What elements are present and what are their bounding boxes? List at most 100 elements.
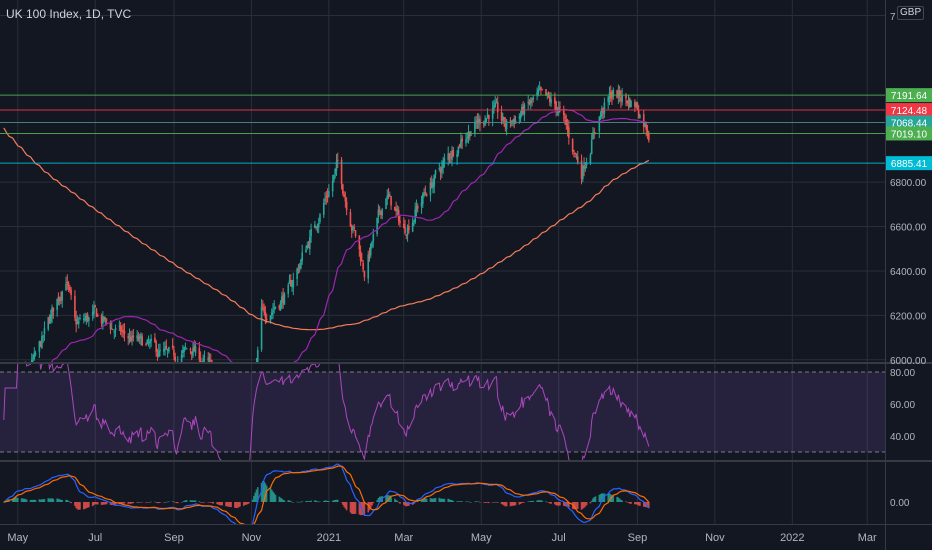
- macd-hist-bar: [336, 499, 339, 502]
- macd-hist-bar: [11, 498, 14, 502]
- candle: [378, 208, 381, 211]
- candle: [168, 347, 170, 352]
- candle: [349, 211, 352, 227]
- macd-hist-bar: [146, 502, 149, 503]
- candle: [599, 114, 602, 118]
- candle: [300, 259, 302, 269]
- macd-hist-bar: [518, 502, 521, 505]
- macd-hist-bar: [254, 492, 257, 502]
- macd-hist-bar: [176, 502, 179, 504]
- macd-hist-bar: [202, 502, 204, 503]
- candle: [566, 125, 569, 129]
- candle: [456, 153, 458, 158]
- candle: [119, 325, 122, 332]
- candle: [146, 339, 149, 344]
- level-label-bg: [886, 115, 932, 130]
- macd-hist-bar: [13, 497, 15, 502]
- candle: [485, 117, 488, 123]
- candle: [342, 184, 344, 194]
- candle: [166, 349, 169, 351]
- macd-hist-bar: [529, 501, 532, 502]
- candle: [340, 159, 343, 184]
- candle: [173, 349, 175, 356]
- rsi-line: [3, 364, 650, 460]
- macd-hist-bar: [175, 502, 178, 504]
- time-tick-label: May: [7, 532, 28, 544]
- candle: [414, 209, 417, 223]
- macd-hist-bar: [405, 502, 408, 507]
- macd-hist-bar: [122, 502, 124, 504]
- candle: [189, 349, 192, 351]
- macd-hist-bar: [253, 495, 255, 502]
- candle: [264, 311, 267, 318]
- candle: [447, 153, 450, 160]
- candle: [442, 162, 444, 169]
- candle: [362, 262, 364, 270]
- candle: [576, 156, 579, 163]
- macd-hist-bar: [159, 502, 161, 503]
- macd-hist-bar: [628, 502, 631, 504]
- macd-hist-bar: [22, 498, 24, 502]
- macd-hist-bar: [29, 499, 32, 502]
- candle: [556, 111, 559, 113]
- candle: [354, 230, 357, 237]
- macd-hist-bar: [145, 502, 147, 503]
- candle: [547, 95, 550, 97]
- candle: [262, 304, 264, 306]
- macd-hist-bar: [470, 502, 472, 503]
- candle: [278, 305, 281, 309]
- candle: [461, 138, 463, 142]
- candle: [386, 195, 389, 199]
- macd-hist-bar: [514, 502, 517, 506]
- candle: [598, 116, 601, 132]
- candle: [324, 198, 326, 202]
- candle: [331, 180, 334, 192]
- candle: [171, 345, 174, 348]
- candle: [504, 123, 507, 128]
- level-label: 7019.10: [891, 129, 928, 140]
- macd-hist-bar: [14, 497, 17, 502]
- candle: [512, 120, 514, 122]
- macd-hist-bar: [183, 500, 185, 502]
- candle: [635, 103, 637, 107]
- macd-hist-bar: [415, 501, 418, 502]
- macd-hist-bar: [103, 502, 105, 505]
- macd-hist-bar: [559, 502, 561, 506]
- macd-hist-bar: [69, 501, 71, 503]
- level-label-bg: [886, 88, 932, 103]
- candle: [336, 159, 339, 161]
- macd-hist-bar: [608, 493, 611, 502]
- currency-badge[interactable]: GBP: [897, 6, 925, 20]
- macd-hist-bar: [636, 502, 639, 505]
- macd-hist-bar: [620, 499, 622, 502]
- macd-hist-bar: [166, 501, 169, 503]
- candle: [138, 336, 141, 339]
- candle: [79, 317, 81, 319]
- macd-hist-bar: [127, 502, 130, 504]
- macd-hist-bar: [584, 502, 587, 507]
- candle: [434, 170, 437, 175]
- macd-hist-bar: [3, 502, 5, 503]
- candle: [328, 191, 330, 197]
- macd-hist-bar: [155, 502, 157, 503]
- macd-hist-bar: [137, 502, 140, 503]
- macd-hist-bar: [372, 502, 375, 504]
- candle: [109, 322, 112, 330]
- macd-hist-bar: [66, 500, 69, 502]
- candle: [550, 99, 552, 104]
- macd-hist-bar: [194, 500, 197, 502]
- candle: [96, 314, 99, 317]
- macd-hist-bar: [491, 502, 494, 503]
- macd-hist-bar: [217, 502, 220, 505]
- candle: [474, 122, 476, 133]
- candle: [76, 322, 79, 324]
- macd-hist-bar: [42, 499, 44, 502]
- macd-hist-bar: [451, 500, 453, 502]
- macd-hist-bar: [317, 501, 320, 503]
- macd-hist-bar: [229, 502, 231, 507]
- candle: [367, 254, 370, 279]
- candle: [207, 357, 210, 361]
- macd-hist-bar: [340, 502, 343, 503]
- candle: [83, 318, 85, 320]
